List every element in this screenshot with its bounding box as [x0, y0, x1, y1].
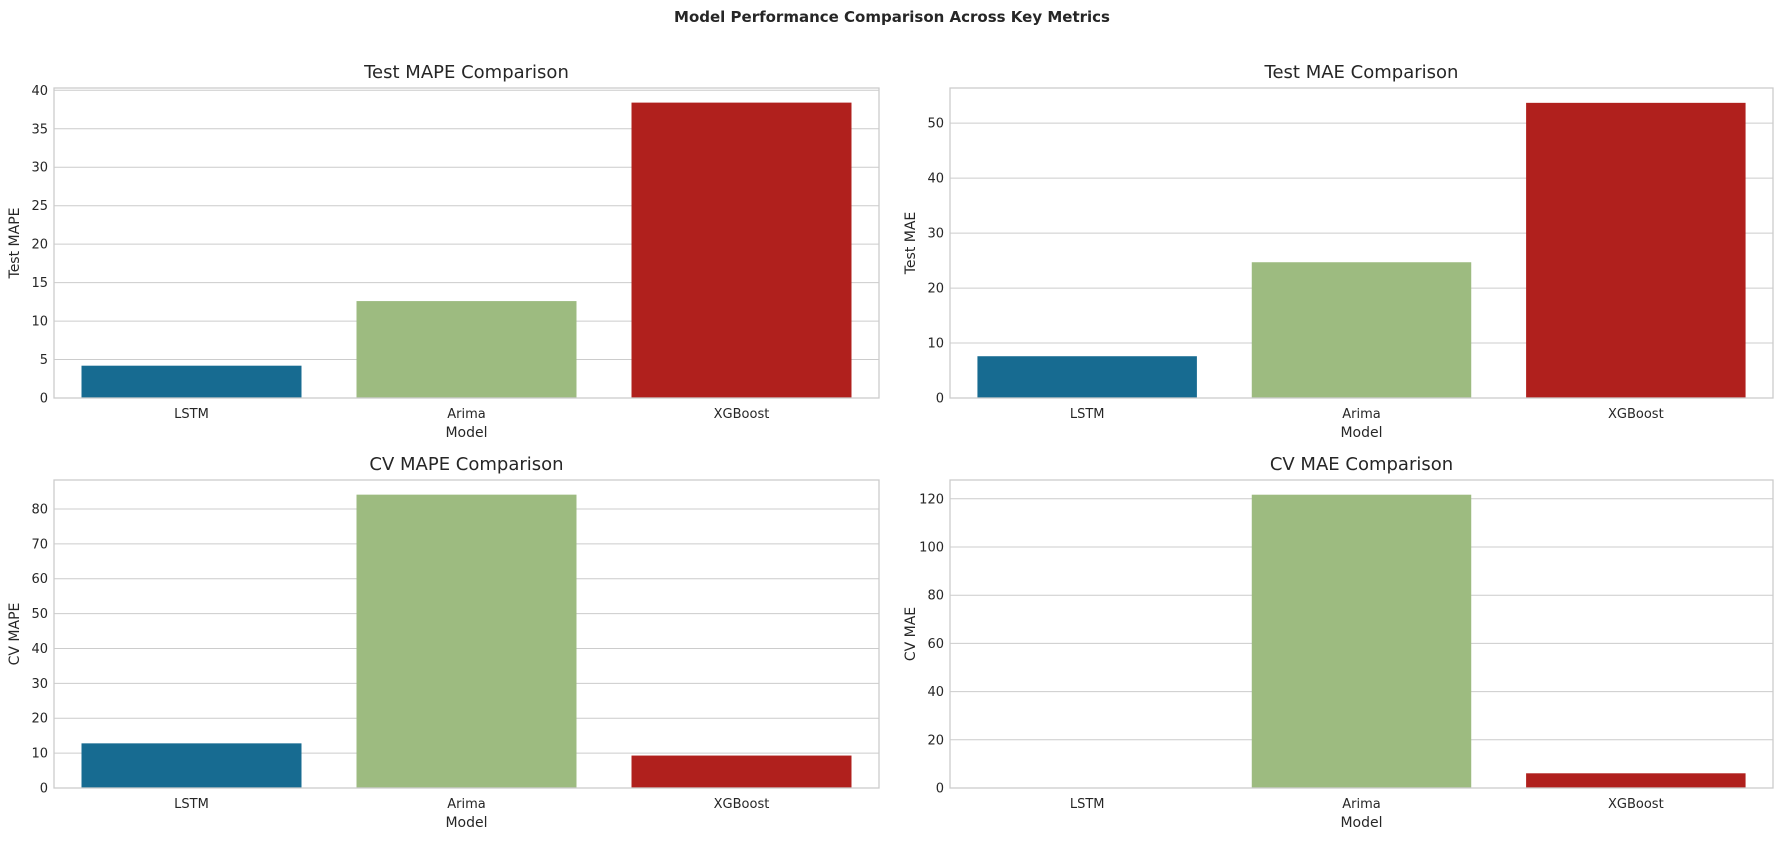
y-tick-label: 35 [31, 122, 48, 137]
y-tick-label: 25 [31, 199, 48, 214]
y-tick-label: 20 [31, 238, 48, 253]
y-tick-label: 40 [31, 84, 48, 99]
y-tick-label: 100 [919, 540, 944, 555]
bar-arima [1251, 262, 1472, 398]
x-tick-label: LSTM [1070, 797, 1105, 812]
x-tick-label: LSTM [1070, 407, 1105, 422]
y-tick-label: 40 [31, 642, 48, 657]
bar-lstm [81, 743, 302, 788]
y-axis-label: Test MAPE [7, 208, 23, 280]
y-tick-label: 60 [31, 572, 48, 587]
bar-xgboost [631, 102, 852, 398]
y-tick-label: 120 [919, 492, 944, 507]
chart-title: CV MAE Comparison [1270, 454, 1453, 475]
y-tick-label: 20 [927, 733, 944, 748]
y-tick-label: 30 [31, 677, 48, 692]
y-tick-label: 0 [40, 782, 48, 797]
y-axis-label: Test MAE [903, 212, 919, 276]
y-tick-label: 10 [31, 747, 48, 762]
bar-arima [356, 494, 577, 788]
axes-frame [949, 479, 1774, 789]
chart-panel-2: 0 10 20 30 40 50 LSTM Arima XGBoost Test MAE Comp… [903, 62, 1774, 441]
chart-panel-1: 0 5 10 15 20 25 30 35 40 LSTM Arima XGBoost Test MAP… [7, 62, 880, 441]
bar-xgboost [631, 755, 852, 788]
bar-arima [1251, 494, 1472, 788]
x-tick-label: Arima [447, 797, 485, 812]
x-tick-label: LSTM [174, 797, 209, 812]
axes-frame [53, 87, 880, 399]
y-tick-label: 30 [927, 227, 944, 242]
chart-title: Test MAPE Comparison [363, 62, 569, 83]
y-tick-label: 50 [927, 117, 944, 132]
y-tick-label: 15 [31, 276, 48, 291]
x-axis-label: Model [445, 815, 487, 831]
x-tick-label: Arima [447, 407, 485, 422]
y-tick-label: 80 [927, 589, 944, 604]
y-tick-label: 60 [927, 637, 944, 652]
y-axis-label: CV MAE [903, 607, 919, 661]
bar-lstm [81, 365, 302, 398]
x-tick-label: XGBoost [1608, 797, 1664, 812]
y-axis-label: CV MAPE [7, 603, 23, 666]
bar-xgboost [1526, 102, 1746, 398]
y-tick-label: 10 [927, 337, 944, 352]
chart-title: CV MAPE Comparison [369, 454, 563, 475]
x-tick-label: XGBoost [714, 407, 770, 422]
y-tick-label: 40 [927, 172, 944, 187]
y-tick-label: 0 [40, 392, 48, 407]
figure-title: Model Performance Comparison Across Key … [674, 8, 1110, 26]
y-tick-label: 5 [40, 353, 48, 368]
y-tick-label: 0 [936, 782, 944, 797]
y-tick-label: 40 [927, 685, 944, 700]
x-axis-label: Model [445, 425, 487, 441]
bar-xgboost [1526, 773, 1746, 788]
x-tick-label: XGBoost [714, 797, 770, 812]
y-tick-label: 50 [31, 607, 48, 622]
x-axis-label: Model [1340, 815, 1382, 831]
x-tick-label: XGBoost [1608, 407, 1664, 422]
x-tick-label: Arima [1342, 797, 1380, 812]
y-tick-label: 70 [31, 537, 48, 552]
axes-frame [53, 479, 880, 789]
axes-frame [949, 87, 1774, 399]
y-tick-label: 20 [927, 282, 944, 297]
x-tick-label: Arima [1342, 407, 1380, 422]
x-axis-label: Model [1340, 425, 1382, 441]
y-tick-label: 80 [31, 502, 48, 517]
y-tick-label: 10 [31, 315, 48, 330]
chart-title: Test MAE Comparison [1264, 62, 1459, 83]
bar-arima [356, 301, 577, 398]
x-tick-label: LSTM [174, 407, 209, 422]
y-tick-label: 30 [31, 161, 48, 176]
chart-panel-4: 0 20 40 60 80 100 120 LSTM Arima XGBoost CV MAE Co… [903, 454, 1774, 831]
y-tick-label: 20 [31, 712, 48, 727]
y-tick-label: 0 [936, 392, 944, 407]
bar-lstm [977, 356, 1197, 398]
chart-panel-3: 0 10 20 30 40 50 60 70 80 LSTM Arima XGBoost CV MAPE… [7, 454, 880, 831]
